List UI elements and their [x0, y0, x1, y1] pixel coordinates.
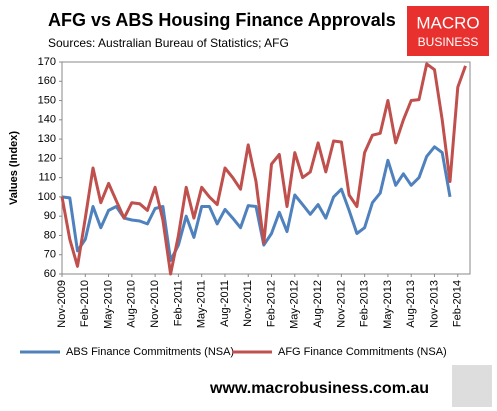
y-axis-label: Values (Index)	[8, 131, 20, 205]
y-tick-label: 70	[44, 249, 56, 261]
y-tick-label: 110	[38, 172, 56, 184]
y-tick-label: 130	[38, 133, 56, 145]
y-tick-label: 150	[38, 94, 56, 106]
y-tick-label: 160	[38, 75, 56, 87]
x-tick-label: May-2010	[102, 280, 114, 329]
logo-image	[452, 365, 492, 407]
chart-title: AFG vs ABS Housing Finance Approvals	[48, 10, 396, 30]
x-tick-label: Feb-2011	[172, 280, 184, 326]
legend-label: ABS Finance Commitments (NSA)	[66, 346, 234, 358]
x-tick-label: Nov-2011	[242, 280, 254, 327]
x-tick-label: Feb-2013	[359, 280, 371, 327]
y-tick-label: 80	[44, 229, 56, 241]
x-tick-label: Nov-2013	[428, 280, 440, 328]
x-tick-label: Aug-2012	[312, 280, 324, 328]
x-tick-label: Aug-2010	[126, 280, 138, 328]
x-tick-label: Feb-2010	[79, 280, 91, 327]
x-tick-label: Aug-2011	[219, 280, 231, 327]
data-line	[61, 145, 452, 262]
y-tick-label: 90	[44, 210, 56, 222]
logo-text: MACRO	[416, 13, 479, 32]
y-tick-label: 120	[38, 152, 56, 164]
logo-box	[407, 6, 489, 56]
y-tick-label: 60	[44, 268, 56, 280]
website: www.macrobusiness.com.au	[209, 380, 429, 397]
y-tick-label: 140	[38, 114, 56, 126]
plot-frame	[61, 61, 471, 275]
x-tick-label: Feb-2014	[452, 280, 464, 327]
x-tick-label: Nov-2010	[149, 280, 161, 328]
data-line	[60, 62, 467, 276]
x-tick-label: Aug-2013	[405, 280, 417, 328]
y-tick-label: 100	[38, 191, 56, 203]
chart-subtitle: Sources: Australian Bureau of Statistics…	[48, 36, 289, 50]
x-tick-label: Nov-2009	[56, 280, 68, 328]
x-tick-label: Nov-2012	[335, 280, 347, 328]
y-tick-label: 170	[38, 56, 56, 68]
logo-text: BUSINESS	[418, 35, 479, 49]
x-tick-label: Feb-2012	[265, 280, 277, 327]
x-tick-label: May-2011	[196, 280, 208, 328]
x-tick-label: May-2013	[382, 280, 394, 329]
legend-label: AFG Finance Commitments (NSA)	[278, 346, 447, 358]
x-tick-label: May-2012	[289, 280, 301, 329]
